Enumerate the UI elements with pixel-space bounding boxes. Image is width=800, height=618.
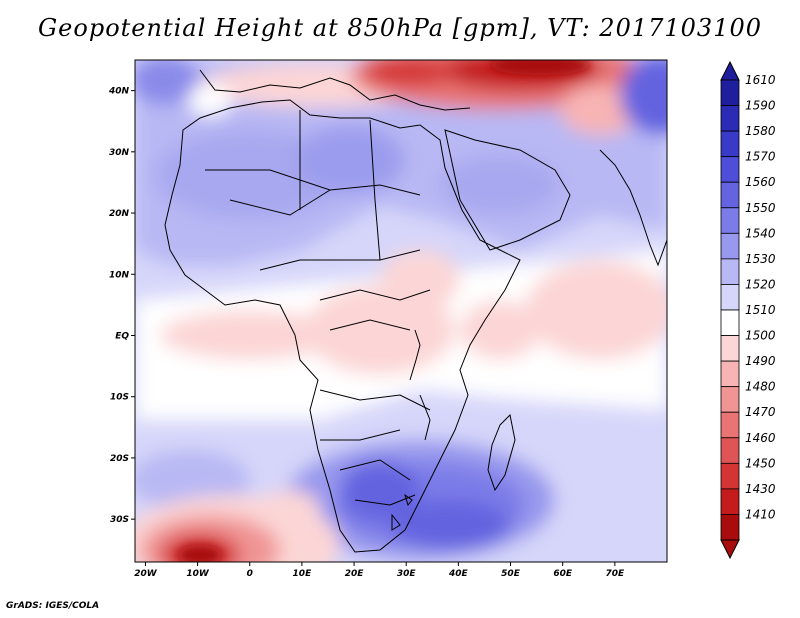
lon-tick-label: 10E bbox=[293, 569, 313, 579]
lat-tick-label: 20N bbox=[109, 209, 130, 219]
colorbar-max-arrow bbox=[720, 60, 740, 81]
lon-tick-label: 50E bbox=[501, 569, 521, 579]
latitude-axis: 40N 30N 20N 10N EQ 10S 20S 30S bbox=[108, 87, 135, 525]
lat-tick: 10N bbox=[109, 270, 135, 280]
lat-tick-label: 30S bbox=[110, 515, 129, 525]
height-field bbox=[135, 60, 667, 562]
colorbar-label: 1580 bbox=[745, 124, 776, 138]
colorbar-swatch bbox=[720, 309, 740, 336]
lat-tick-label: 10S bbox=[110, 393, 129, 403]
lon-tick: 20W bbox=[134, 562, 158, 579]
lon-tick: 20E bbox=[345, 562, 365, 579]
lon-tick: 10E bbox=[293, 562, 313, 579]
lon-tick: 40E bbox=[448, 562, 469, 579]
colorbar-swatch bbox=[720, 79, 740, 106]
lon-tick-label: 60E bbox=[553, 569, 573, 579]
lon-tick: 70E bbox=[605, 562, 625, 579]
colorbar-label: 1410 bbox=[745, 507, 776, 521]
lon-tick-label: 20E bbox=[345, 569, 365, 579]
colorbar-label: 1510 bbox=[745, 303, 776, 317]
colorbar-swatch bbox=[720, 514, 740, 541]
lon-tick: 0 bbox=[247, 562, 253, 579]
lon-tick-label: 40E bbox=[448, 569, 469, 579]
lat-tick: 10S bbox=[110, 393, 135, 403]
colorbar: 1610 1590 1580 1570 1560 1550 1540 1530 1520 1510… bbox=[720, 60, 776, 560]
colorbar-swatch bbox=[720, 411, 740, 439]
colorbar-label: 1480 bbox=[745, 380, 776, 394]
colorbar-swatch bbox=[720, 335, 740, 362]
lat-tick-label: 30N bbox=[109, 148, 130, 158]
lat-tick: 30N bbox=[109, 148, 135, 158]
lon-tick: 50E bbox=[501, 562, 521, 579]
lon-tick: 60E bbox=[553, 562, 573, 579]
colorbar-label: 1470 bbox=[745, 405, 776, 419]
lat-tick-label: 20S bbox=[110, 454, 129, 464]
lon-tick-label: 70E bbox=[605, 569, 625, 579]
lat-tick: 40N bbox=[108, 87, 135, 97]
colorbar-swatch bbox=[720, 437, 740, 464]
colorbar-label: 1430 bbox=[745, 482, 776, 496]
lon-tick-label: 30E bbox=[397, 569, 417, 579]
colorbar-label: 1520 bbox=[745, 277, 776, 291]
colorbar-swatch bbox=[720, 232, 740, 260]
colorbar-swatch bbox=[720, 105, 740, 132]
colorbar-swatch bbox=[720, 284, 740, 311]
lat-tick: EQ bbox=[115, 331, 135, 341]
colorbar-swatch bbox=[720, 386, 740, 413]
colorbar-swatch bbox=[720, 360, 740, 388]
lat-tick-label: 10N bbox=[109, 270, 130, 280]
colorbar-label: 1450 bbox=[745, 456, 776, 470]
colorbar-label: 1530 bbox=[745, 252, 776, 266]
plot-frame bbox=[134, 59, 668, 563]
longitude-axis: 20W 10W 0 10E 20E 30E 40E 50E 60E 70E bbox=[134, 562, 625, 579]
lon-tick: 30E bbox=[397, 562, 417, 579]
colorbar-label: 1570 bbox=[745, 150, 776, 164]
colorbar-label: 1500 bbox=[745, 329, 776, 343]
colorbar-label: 1540 bbox=[745, 226, 776, 240]
coastlines bbox=[164, 69, 667, 553]
colorbar-label: 1490 bbox=[745, 354, 776, 368]
colorbar-label: 1550 bbox=[745, 201, 776, 215]
lon-tick-label: 0 bbox=[247, 569, 253, 579]
colorbar-swatch bbox=[720, 130, 740, 158]
lon-tick: 10W bbox=[186, 562, 210, 579]
colorbar-swatch bbox=[720, 181, 740, 209]
colorbar-label: 1590 bbox=[745, 99, 776, 113]
lat-tick: 20S bbox=[110, 454, 135, 464]
colorbar-swatch bbox=[720, 207, 740, 234]
grads-credit: GrADS: IGES/COLA bbox=[6, 601, 100, 611]
colorbar-label: 1610 bbox=[745, 73, 776, 87]
lat-tick: 20N bbox=[109, 209, 135, 219]
lat-tick-label: EQ bbox=[115, 331, 129, 341]
lon-tick-label: 10W bbox=[186, 569, 210, 579]
map-title: Geopotential Height at 850hPa [gpm], VT:… bbox=[38, 14, 762, 42]
colorbar-swatch bbox=[720, 488, 740, 515]
colorbar-swatch bbox=[720, 258, 740, 285]
lon-tick-label: 20W bbox=[134, 569, 158, 579]
colorbar-swatch bbox=[720, 462, 740, 490]
lat-tick: 30S bbox=[110, 515, 135, 525]
lat-tick-label: 40N bbox=[108, 87, 130, 97]
colorbar-swatch bbox=[720, 156, 740, 183]
colorbar-label: 1460 bbox=[745, 431, 776, 445]
colorbar-min-arrow bbox=[720, 539, 740, 560]
colorbar-label: 1560 bbox=[745, 175, 776, 189]
